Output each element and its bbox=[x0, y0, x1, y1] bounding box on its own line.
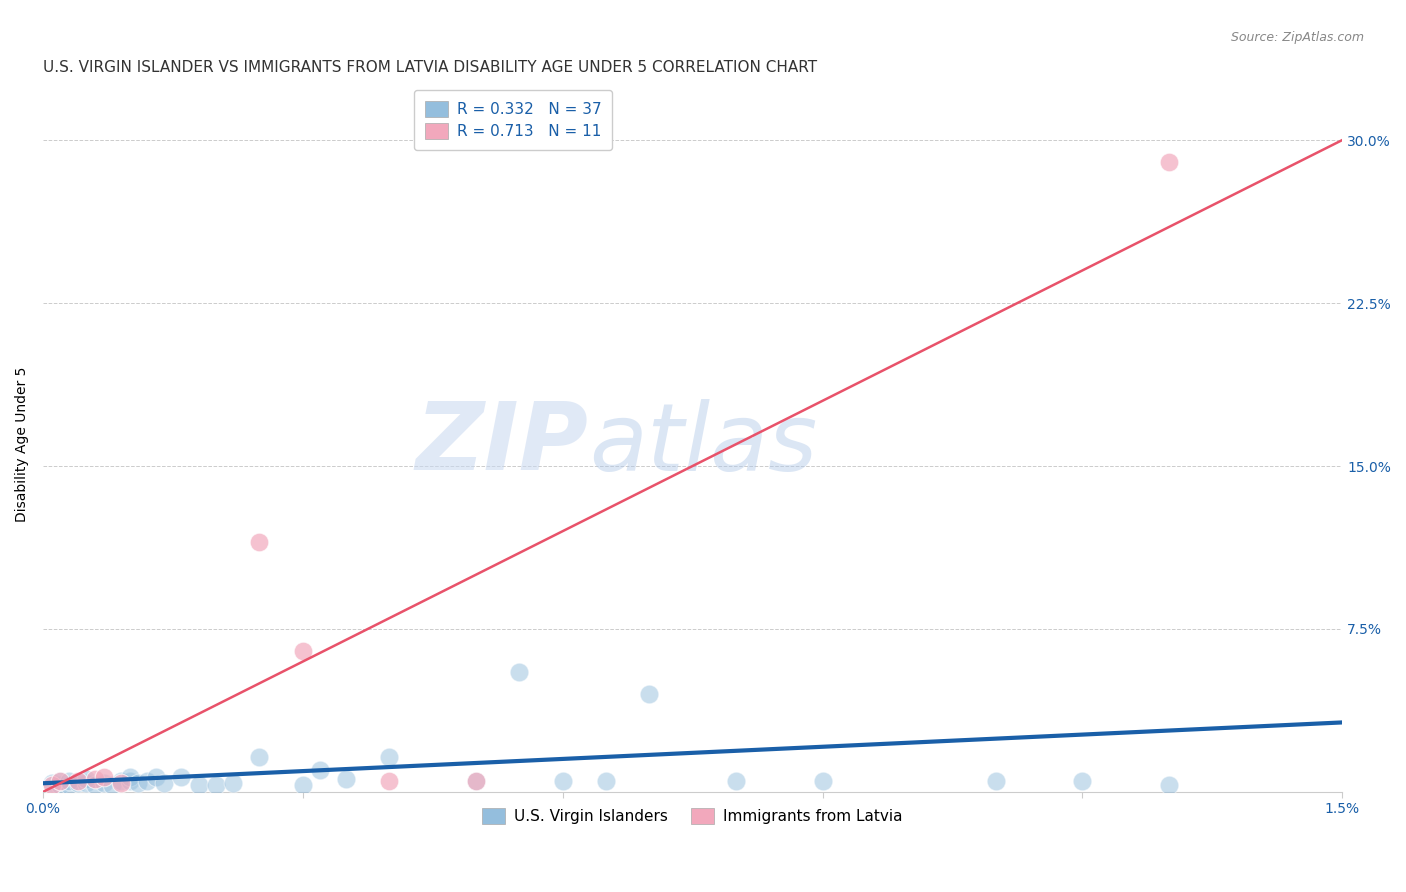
Point bbox=[58, 774, 80, 789]
Point bbox=[41, 776, 63, 790]
Point bbox=[93, 770, 115, 784]
Point bbox=[551, 774, 574, 789]
Legend: U.S. Virgin Islanders, Immigrants from Latvia: U.S. Virgin Islanders, Immigrants from L… bbox=[474, 798, 912, 833]
Text: atlas: atlas bbox=[589, 399, 817, 490]
Point bbox=[1157, 779, 1180, 793]
Point bbox=[75, 776, 97, 790]
Point bbox=[984, 774, 1007, 789]
Point bbox=[49, 774, 72, 789]
Point bbox=[1071, 774, 1094, 789]
Point bbox=[153, 776, 176, 790]
Text: ZIP: ZIP bbox=[416, 399, 589, 491]
Text: Source: ZipAtlas.com: Source: ZipAtlas.com bbox=[1230, 31, 1364, 45]
Point bbox=[93, 776, 115, 790]
Point bbox=[170, 770, 193, 784]
Point bbox=[75, 772, 97, 786]
Point bbox=[83, 772, 105, 786]
Point bbox=[49, 774, 72, 789]
Point bbox=[118, 774, 141, 789]
Point bbox=[1157, 154, 1180, 169]
Point bbox=[638, 687, 661, 701]
Point bbox=[66, 774, 89, 789]
Point bbox=[205, 779, 228, 793]
Point bbox=[187, 779, 209, 793]
Point bbox=[222, 776, 245, 790]
Point bbox=[66, 776, 89, 790]
Point bbox=[41, 779, 63, 793]
Y-axis label: Disability Age Under 5: Disability Age Under 5 bbox=[15, 367, 30, 522]
Point bbox=[378, 750, 401, 764]
Point bbox=[101, 779, 124, 793]
Point bbox=[118, 770, 141, 784]
Point bbox=[110, 776, 132, 790]
Point bbox=[291, 779, 314, 793]
Point bbox=[127, 776, 149, 790]
Point bbox=[110, 774, 132, 789]
Point bbox=[58, 779, 80, 793]
Point bbox=[49, 779, 72, 793]
Text: U.S. VIRGIN ISLANDER VS IMMIGRANTS FROM LATVIA DISABILITY AGE UNDER 5 CORRELATIO: U.S. VIRGIN ISLANDER VS IMMIGRANTS FROM … bbox=[44, 60, 817, 75]
Point bbox=[249, 750, 271, 764]
Point bbox=[291, 644, 314, 658]
Point bbox=[508, 665, 530, 680]
Point bbox=[378, 774, 401, 789]
Point bbox=[811, 774, 834, 789]
Point bbox=[145, 770, 167, 784]
Point bbox=[249, 535, 271, 549]
Point bbox=[135, 774, 157, 789]
Point bbox=[83, 779, 105, 793]
Point bbox=[595, 774, 617, 789]
Point bbox=[465, 774, 488, 789]
Point bbox=[465, 774, 488, 789]
Point bbox=[335, 772, 357, 786]
Point bbox=[309, 763, 332, 777]
Point bbox=[724, 774, 747, 789]
